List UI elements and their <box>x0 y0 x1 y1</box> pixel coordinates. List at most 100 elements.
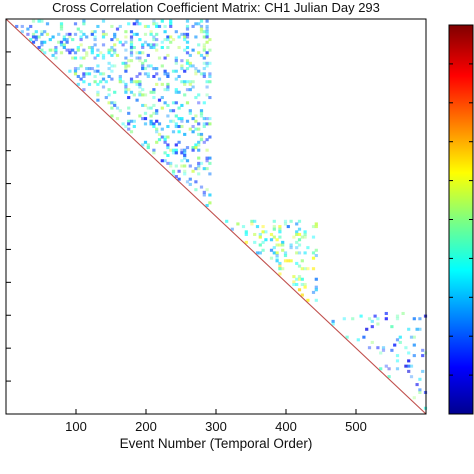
matrix-cell <box>258 243 262 247</box>
matrix-cell <box>205 148 209 152</box>
matrix-cell <box>101 72 106 76</box>
matrix-cell <box>152 22 156 26</box>
matrix-cell <box>300 293 304 297</box>
matrix-cell <box>141 88 145 92</box>
matrix-cell <box>421 354 425 358</box>
matrix-cell <box>418 317 422 321</box>
matrix-cell <box>418 327 422 331</box>
matrix-cell <box>185 59 190 63</box>
matrix-cell <box>180 59 184 63</box>
matrix-cell <box>169 148 173 152</box>
matrix-cell <box>188 64 192 68</box>
matrix-cell <box>269 238 274 242</box>
matrix-cell <box>15 24 19 28</box>
matrix-cell <box>208 135 212 139</box>
matrix-cell <box>174 175 178 179</box>
matrix-cell <box>96 82 100 86</box>
matrix-cell <box>180 151 184 155</box>
matrix-cell <box>205 156 209 160</box>
matrix-cell <box>152 43 156 47</box>
matrix-cell <box>180 159 184 163</box>
matrix-cell <box>127 122 131 126</box>
matrix-cell <box>104 96 108 100</box>
matrix-cell <box>166 143 170 147</box>
matrix-cell <box>149 43 153 47</box>
matrix-cell <box>188 182 192 186</box>
matrix-cell <box>174 90 178 94</box>
matrix-cell <box>101 85 106 89</box>
matrix-cell <box>96 64 100 68</box>
matrix-cell <box>65 48 69 52</box>
matrix-cell <box>197 148 201 152</box>
matrix-cell <box>93 35 97 39</box>
matrix-cell <box>129 38 134 42</box>
matrix-cell <box>40 43 44 47</box>
matrix-cell <box>379 367 383 371</box>
matrix-cell <box>124 69 128 73</box>
matrix-cell <box>202 167 206 171</box>
matrix-cell <box>96 48 100 52</box>
matrix-cell <box>129 48 134 52</box>
matrix-cell <box>40 32 44 36</box>
matrix-cell <box>149 90 153 94</box>
matrix-cell <box>205 61 209 65</box>
matrix-cell <box>157 132 162 136</box>
matrix-cell <box>76 82 80 86</box>
matrix-cell <box>157 56 162 60</box>
matrix-cell <box>177 90 181 94</box>
matrix-cell <box>188 164 192 168</box>
matrix-cell <box>205 122 209 126</box>
matrix-cell <box>289 259 293 263</box>
matrix-cell <box>166 153 170 157</box>
matrix-cell <box>197 156 201 160</box>
matrix-cell <box>155 140 159 144</box>
matrix-cell <box>135 80 139 84</box>
matrix-cell <box>253 232 257 236</box>
matrix-cell <box>59 24 64 28</box>
matrix-cell <box>85 51 89 55</box>
matrix-cell <box>138 72 142 76</box>
matrix-cell <box>236 222 240 226</box>
matrix-cell <box>101 53 106 57</box>
matrix-cell <box>183 132 187 136</box>
matrix-cell <box>59 40 64 44</box>
matrix-cell <box>79 77 83 81</box>
matrix-cell <box>132 32 136 36</box>
matrix-cell <box>174 122 178 126</box>
matrix-cell <box>135 82 139 86</box>
matrix-cell <box>297 264 302 268</box>
matrix-cell <box>202 190 206 194</box>
matrix-cell <box>40 19 44 23</box>
matrix-cell <box>90 48 94 52</box>
matrix-cell <box>68 69 72 73</box>
matrix-cell <box>278 227 282 231</box>
matrix-cell <box>300 235 304 239</box>
matrix-cell <box>166 88 170 92</box>
matrix-cell <box>43 51 47 55</box>
matrix-cell <box>183 80 187 84</box>
matrix-cell <box>188 177 192 181</box>
matrix-cell <box>138 114 142 118</box>
matrix-cell <box>177 106 181 110</box>
matrix-cell <box>121 122 125 126</box>
matrix-cell <box>146 74 150 78</box>
matrix-cell <box>40 40 44 44</box>
matrix-cell <box>152 35 156 39</box>
matrix-cell <box>73 69 78 73</box>
matrix-cell <box>135 98 139 102</box>
matrix-cell <box>129 119 134 123</box>
matrix-cell <box>205 19 209 23</box>
matrix-cell <box>110 69 114 73</box>
matrix-cell <box>127 64 131 68</box>
matrix-cell <box>110 77 114 81</box>
matrix-cell <box>138 59 142 63</box>
x-axis-ticks: 100 200 300 400 500 <box>65 409 367 434</box>
matrix-cell <box>191 169 195 173</box>
matrix-cell <box>152 111 156 115</box>
matrix-cell <box>76 67 80 71</box>
matrix-cell <box>275 243 279 247</box>
matrix-cell <box>272 235 276 239</box>
matrix-cell <box>129 40 134 44</box>
matrix-cell <box>197 172 201 176</box>
matrix-cell <box>93 30 97 34</box>
